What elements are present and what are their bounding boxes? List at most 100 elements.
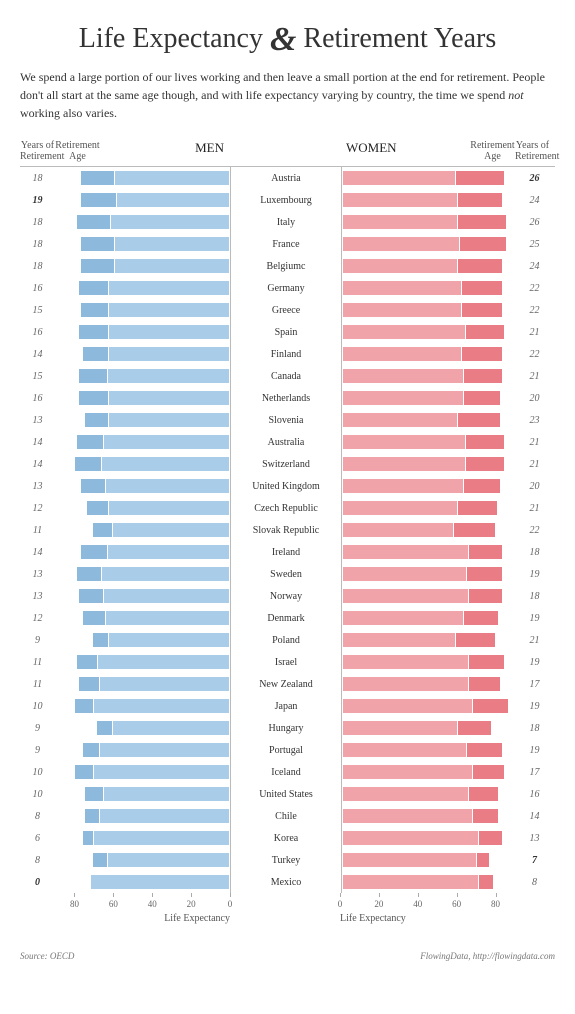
men-bar [55, 827, 231, 849]
women-yor-value: 7 [517, 855, 552, 866]
country-row: 15Greece22 [20, 299, 555, 321]
country-row: 9Portugal19 [20, 739, 555, 761]
men-bar [55, 695, 231, 717]
country-name: Italy [231, 217, 341, 228]
women-yor-value: 24 [517, 195, 552, 206]
country-name: United States [231, 789, 341, 800]
men-bar [55, 255, 231, 277]
country-row: 14Australia21 [20, 431, 555, 453]
header-women: WOMEN [340, 140, 470, 162]
axis-men: Life Expectancy 020406080 [55, 899, 230, 927]
women-bar [341, 717, 517, 739]
country-name: Denmark [231, 613, 341, 624]
women-yor-value: 16 [517, 789, 552, 800]
axis-tick: 60 [447, 899, 467, 909]
men-yor-value: 0 [20, 877, 55, 888]
country-row: 0Mexico8 [20, 871, 555, 893]
men-yor-value: 11 [20, 679, 55, 690]
country-row: 13Sweden19 [20, 563, 555, 585]
women-bar [341, 167, 517, 189]
women-bar [341, 761, 517, 783]
header-men: MEN [100, 140, 230, 162]
country-row: 18Italy26 [20, 211, 555, 233]
women-yor-value: 17 [517, 767, 552, 778]
men-bar [55, 167, 231, 189]
men-yor-value: 12 [20, 503, 55, 514]
women-bar [341, 497, 517, 519]
country-row: 9Hungary18 [20, 717, 555, 739]
country-name: Canada [231, 371, 341, 382]
country-row: 18Austria26 [20, 167, 555, 189]
men-bar [55, 585, 231, 607]
women-yor-value: 19 [517, 745, 552, 756]
men-bar [55, 629, 231, 651]
women-bar [341, 321, 517, 343]
men-yor-value: 13 [20, 591, 55, 602]
men-bar [55, 299, 231, 321]
women-bar [341, 343, 517, 365]
country-name: Chile [231, 811, 341, 822]
country-row: 16Germany22 [20, 277, 555, 299]
women-yor-value: 21 [517, 635, 552, 646]
women-yor-value: 22 [517, 525, 552, 536]
men-yor-value: 16 [20, 393, 55, 404]
country-name: Finland [231, 349, 341, 360]
women-yor-value: 19 [517, 613, 552, 624]
men-bar [55, 871, 231, 893]
women-bar [341, 409, 517, 431]
women-yor-value: 20 [517, 393, 552, 404]
country-name: Czech Republic [231, 503, 341, 514]
women-bar [341, 629, 517, 651]
country-row: 10 United States 16 [20, 783, 555, 805]
axis-label-women: Life Expectancy [340, 913, 406, 924]
men-yor-value: 11 [20, 525, 55, 536]
women-bar [341, 453, 517, 475]
country-row: 11Israel19 [20, 651, 555, 673]
country-name: New Zealand [231, 679, 341, 690]
country-name: Korea [231, 833, 341, 844]
men-bar [55, 321, 231, 343]
men-bar [55, 717, 231, 739]
women-yor-value: 21 [517, 327, 552, 338]
men-bar [55, 189, 231, 211]
women-yor-value: 14 [517, 811, 552, 822]
women-bar [341, 739, 517, 761]
women-yor-value: 26 [517, 217, 552, 228]
men-bar [55, 233, 231, 255]
women-bar [341, 387, 517, 409]
men-yor-value: 6 [20, 833, 55, 844]
men-bar [55, 651, 231, 673]
women-bar [341, 189, 517, 211]
country-row: 11Slovak Republic22 [20, 519, 555, 541]
women-yor-value: 18 [517, 547, 552, 558]
men-yor-value: 19 [20, 195, 55, 206]
men-bar [55, 365, 231, 387]
women-yor-value: 22 [517, 349, 552, 360]
axis-women: Life Expectancy 020406080 [340, 899, 515, 927]
country-name: Luxembourg [231, 195, 341, 206]
men-bar [55, 607, 231, 629]
men-yor-value: 9 [20, 745, 55, 756]
men-yor-value: 8 [20, 811, 55, 822]
country-name: Poland [231, 635, 341, 646]
axis-label-men: Life Expectancy [164, 913, 230, 924]
country-name: Belgiumc [231, 261, 341, 272]
country-row: 12Denmark19 [20, 607, 555, 629]
country-name: France [231, 239, 341, 250]
x-axis: Life Expectancy 020406080 Life Expectanc… [20, 899, 555, 927]
women-bar [341, 673, 517, 695]
country-name: Netherlands [231, 393, 341, 404]
women-yor-value: 23 [517, 415, 552, 426]
country-row: 10Japan19 [20, 695, 555, 717]
women-bar [341, 783, 517, 805]
men-yor-value: 15 [20, 371, 55, 382]
women-yor-value: 8 [517, 877, 552, 888]
country-row: 13United Kingdom20 [20, 475, 555, 497]
country-name: Slovenia [231, 415, 341, 426]
country-name: Iceland [231, 767, 341, 778]
axis-tick: 40 [408, 899, 428, 909]
men-yor-value: 10 [20, 789, 55, 800]
men-yor-value: 15 [20, 305, 55, 316]
country-name: Germany [231, 283, 341, 294]
country-row: 13Norway18 [20, 585, 555, 607]
